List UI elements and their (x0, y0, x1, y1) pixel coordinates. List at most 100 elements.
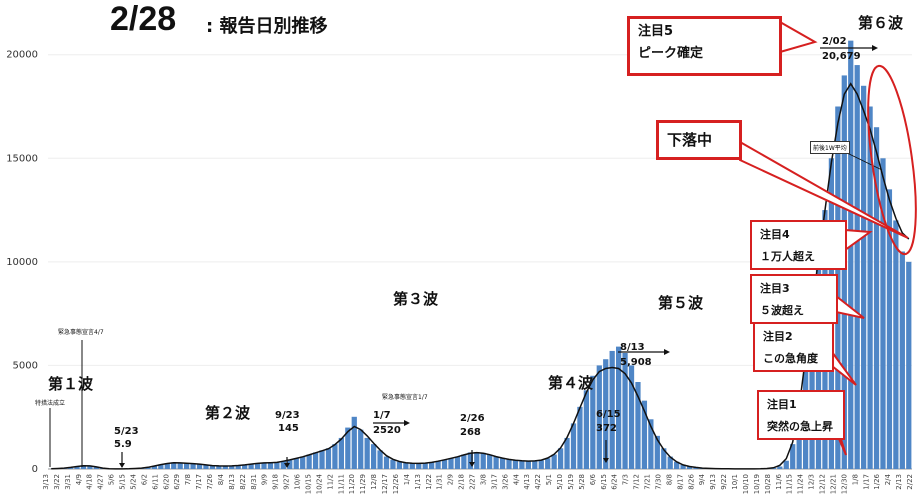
bar (300, 456, 306, 469)
wave-6-label: 第６波 (858, 14, 904, 32)
bar (603, 359, 609, 469)
emergency1-label: 緊急事態宣言4/7 (58, 329, 104, 336)
bar (538, 460, 544, 469)
x-tick-label: 3/22 (53, 474, 61, 490)
x-tick-label: 11/24 (797, 473, 805, 494)
x-tick-label: 7/21 (644, 474, 652, 490)
ann-615-date: 6/15 (596, 409, 621, 420)
x-tick-label: 7/26 (206, 473, 214, 489)
bar (674, 461, 680, 469)
x-tick-label: 10/10 (742, 474, 750, 494)
x-tick-label: 4/9 (75, 474, 83, 485)
note-falling: 下落中 (656, 120, 742, 160)
bar (886, 189, 893, 469)
bar (441, 459, 448, 469)
x-tick-label: 10/15 (304, 474, 312, 494)
emergency2-label: 緊急事態宣言1/7 (382, 394, 428, 401)
x-tick-label: 11/11 (337, 474, 345, 494)
x-tick-label: 8/4 (217, 473, 225, 485)
bar (216, 465, 222, 469)
x-tick-label: 8/8 (665, 474, 673, 485)
x-tick-label: 6/20 (162, 474, 170, 490)
note-falling-text: 下落中 (667, 131, 713, 149)
bar (403, 462, 409, 469)
bar (184, 463, 190, 469)
bar (229, 465, 235, 469)
bar (783, 460, 789, 469)
bar (409, 463, 415, 469)
bar (635, 382, 641, 469)
bar (325, 448, 332, 469)
x-tick-label: 1/31 (436, 474, 444, 490)
note-3-title: 注目3 (760, 282, 790, 295)
bar (873, 127, 880, 469)
bar (686, 466, 693, 469)
x-tick-label: 2/4 (884, 473, 892, 485)
x-tick-label: 9/13 (709, 474, 717, 490)
wave-4-label: 第４波 (548, 374, 594, 392)
bar (596, 365, 602, 469)
bar (499, 458, 506, 469)
x-tick-label: 11/15 (786, 474, 794, 494)
x-tick-label: 5/10 (556, 474, 564, 490)
x-tick-label: 10/28 (764, 474, 772, 494)
bar (358, 429, 364, 469)
avg-line (51, 82, 910, 470)
bar (809, 303, 815, 469)
bar (790, 444, 796, 469)
x-tick-label: 5/15 (119, 474, 127, 490)
x-tick-label: 5/24 (129, 473, 137, 489)
x-tick-label: 9/27 (283, 474, 291, 490)
arrowhead-523 (119, 463, 125, 468)
x-tick-label: 5/19 (567, 474, 575, 490)
x-tick-label: 5/28 (578, 474, 586, 490)
x-tick-label: 12/12 (819, 474, 827, 494)
bar (422, 463, 428, 469)
bar (693, 467, 699, 469)
bar (848, 40, 854, 469)
arrowhead-226 (469, 462, 475, 467)
bar (487, 454, 493, 469)
note-3: 注目3 ５波超え1/19 (750, 274, 838, 339)
bar (209, 465, 216, 469)
law-label: 特措法成立 (35, 400, 66, 407)
note-4: 注目4 １万人超え1/22 (750, 220, 847, 285)
bar (158, 464, 164, 469)
ann-615-value: 372 (596, 423, 617, 434)
x-tick-label: 9/9 (261, 474, 269, 485)
x-tick-label: 7/8 (184, 474, 192, 485)
x-tick-label: 12/21 (829, 474, 837, 494)
bar (661, 448, 667, 469)
x-tick-label: 8/26 (687, 473, 695, 489)
ann-202-date: 2/02 (822, 36, 847, 47)
x-tick-label: 3/26 (501, 473, 509, 489)
bar (177, 462, 183, 469)
avg-line-label: 前後1W平均 (810, 141, 850, 154)
bar (512, 460, 519, 469)
note-1-text: 突然の急上昇 (767, 420, 833, 433)
bar (777, 466, 783, 469)
bar (622, 353, 628, 469)
bar (87, 465, 93, 469)
bar (551, 454, 557, 469)
wave-2-label: 第２波 (205, 404, 251, 422)
y-tick-label: 10000 (6, 257, 38, 268)
x-axis: 3/13 3/22 3/31 4/9 4/18 4/27 5/6 5/15 5/24 6/2 6/1… (42, 473, 914, 494)
bar (454, 456, 461, 469)
bar (248, 464, 254, 469)
x-tick-label: 5/6 (108, 473, 116, 485)
x-tick-label: 9/18 (272, 474, 280, 490)
note-2-title: 注目2 (763, 330, 793, 343)
x-tick-label: 2/9 (447, 474, 455, 485)
bar (880, 158, 886, 470)
bar (345, 427, 351, 469)
wave-1-label: 第１波 (48, 375, 94, 393)
x-tick-label: 8/31 (250, 474, 258, 490)
x-tick-label: 3/17 (490, 474, 498, 490)
x-tick-label: 1/4 (403, 473, 411, 485)
x-tick-label: 5/1 (545, 474, 553, 485)
ann-202-value: 20,679 (822, 51, 861, 62)
ann-226-value: 268 (460, 427, 481, 438)
ann-923-date: 9/23 (275, 410, 300, 421)
avg-line-series (51, 82, 910, 470)
